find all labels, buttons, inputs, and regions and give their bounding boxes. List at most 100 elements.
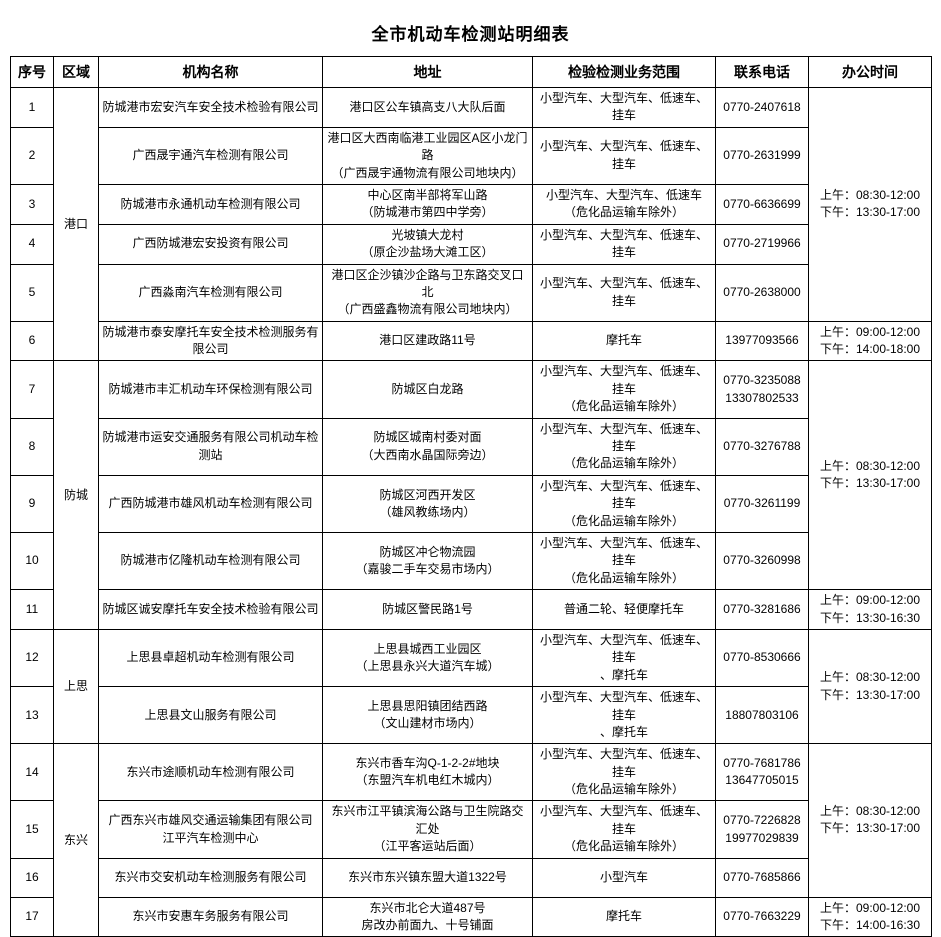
cell-org-name: 广西东兴市雄风交通运输集团有限公司 江平汽车检测中心	[98, 800, 323, 859]
cell-address: 东兴市香车沟Q-1-2-2#地块 （东盟汽车机电红木城内）	[322, 743, 533, 802]
cell-org-name: 防城区诚安摩托车安全技术检验有限公司	[98, 589, 323, 630]
cell-phone: 13977093566	[715, 320, 809, 362]
cell-scope: 小型汽车、大型汽车、低速车、挂车 （危化品运输车除外）	[532, 417, 716, 476]
cell-phone: 0770-3261199	[715, 474, 809, 533]
cell-address: 防城区河西开发区 （雄风教练场内）	[322, 474, 533, 533]
cell-serial: 8	[10, 417, 54, 476]
cell-scope: 小型汽车、大型汽车、低速车、挂车 、摩托车	[532, 628, 716, 688]
table-row: 2 广西晟宇通汽车检测有限公司 港口区大西南临港工业园区A区小龙门路 （广西晟宇通物…	[10, 126, 932, 185]
header-serial: 序号	[10, 56, 54, 88]
table-row: 9 广西防城港市雄风机动车检测有限公司 防城区河西开发区 （雄风教练场内） 小型汽车、…	[10, 474, 932, 533]
cell-org-name: 广西防城港市雄风机动车检测有限公司	[98, 474, 323, 533]
cell-serial: 6	[10, 320, 54, 362]
table-row: 1 港口 防城港市宏安汽车安全技术检验有限公司 港口区公车镇高支八大队后面 小型汽车、大…	[10, 86, 932, 362]
cell-address: 港口区企沙镇沙企路与卫东路交叉口北 （广西盛鑫物流有限公司地块内）	[322, 263, 533, 322]
cell-hours: 上午：08:30-12:00 下午：13:30-17:00	[808, 360, 932, 591]
cell-org-name: 防城港市宏安汽车安全技术检验有限公司	[98, 87, 323, 128]
table-row: 16 东兴市交安机动车检测服务有限公司 东兴市东兴镇东盟大道1322号 小型汽车 077…	[10, 857, 932, 898]
cell-region: 港口	[53, 86, 99, 362]
cell-org-name: 防城港市永通机动车检测有限公司	[98, 183, 323, 225]
cell-phone: 18807803106	[715, 686, 809, 745]
cell-scope: 小型汽车、大型汽车、低速车 （危化品运输车除外）	[532, 183, 716, 225]
header-org-name: 机构名称	[98, 56, 323, 88]
cell-serial: 4	[10, 223, 54, 265]
cell-address: 防城区警民路1号	[322, 589, 533, 630]
header-address: 地址	[322, 56, 533, 88]
cell-phone: 0770-3260998	[715, 531, 809, 591]
cell-serial: 1	[10, 87, 54, 128]
cell-phone: 0770-2407618	[715, 87, 809, 128]
cell-serial: 9	[10, 474, 54, 533]
cell-org-name: 东兴市途顺机动车检测有限公司	[98, 743, 323, 802]
cell-org-name: 防城港市亿隆机动车检测有限公司	[98, 531, 323, 591]
cell-scope: 摩托车	[532, 320, 716, 362]
header-region: 区域	[53, 56, 99, 88]
cell-phone: 0770-3281686	[715, 589, 809, 630]
cell-scope: 小型汽车、大型汽车、低速车、挂车 （危化品运输车除外）	[532, 531, 716, 591]
cell-org-name: 防城港市运安交通服务有限公司机动车检测站	[98, 417, 323, 476]
cell-serial: 15	[10, 800, 54, 859]
cell-address: 防城区城南村委对面 （大西南水晶国际旁边）	[322, 417, 533, 476]
cell-phone: 0770-3276788	[715, 417, 809, 476]
cell-region: 东兴	[53, 743, 99, 937]
cell-address: 防城区冲仑物流园 （嘉骏二手车交易市场内）	[322, 531, 533, 591]
cell-serial: 14	[10, 743, 54, 802]
cell-org-name: 上思县文山服务有限公司	[98, 686, 323, 745]
cell-address: 港口区公车镇高支八大队后面	[322, 87, 533, 128]
cell-hours: 上午：09:00-12:00 下午：14:00-18:00	[808, 320, 932, 362]
cell-phone: 0770-6636699	[715, 183, 809, 225]
cell-org-name: 广西防城港宏安投资有限公司	[98, 223, 323, 265]
cell-scope: 小型汽车、大型汽车、低速车、挂车 （危化品运输车除外）	[532, 360, 716, 419]
cell-scope: 小型汽车	[532, 857, 716, 898]
table-row: 6 防城港市泰安摩托车安全技术检测服务有限公司 港口区建政路11号 摩托车 139770…	[10, 320, 932, 362]
cell-address: 东兴市北仑大道487号 房改办前面九、十号铺面	[322, 896, 533, 937]
cell-serial: 13	[10, 686, 54, 745]
cell-org-name: 东兴市安惠车务服务有限公司	[98, 896, 323, 937]
cell-scope: 小型汽车、大型汽车、低速车、挂车	[532, 263, 716, 322]
cell-serial: 7	[10, 360, 54, 419]
cell-phone: 0770-7685866	[715, 857, 809, 898]
table-row: 10 防城港市亿隆机动车检测有限公司 防城区冲仑物流园 （嘉骏二手车交易市场内） 小型…	[10, 531, 932, 591]
header-scope: 检验检测业务范围	[532, 56, 716, 88]
cell-scope: 摩托车	[532, 896, 716, 937]
table-row: 14 东兴 东兴市途顺机动车检测有限公司 东兴市香车沟Q-1-2-2#地块 （东盟汽车…	[10, 743, 932, 937]
table-row: 7 防城 防城港市丰汇机动车环保检测有限公司 防城区白龙路 小型汽车、大型汽车、低速车、…	[10, 360, 932, 630]
cell-address: 光坡镇大龙村 （原企沙盐场大滩工区）	[322, 223, 533, 265]
cell-address: 防城区白龙路	[322, 360, 533, 419]
cell-address: 上思县思阳镇团结西路 （文山建材市场内）	[322, 686, 533, 745]
cell-scope: 普通二轮、轻便摩托车	[532, 589, 716, 630]
header-hours: 办公时间	[808, 56, 932, 88]
cell-scope: 小型汽车、大型汽车、低速车、挂车	[532, 87, 716, 128]
cell-scope: 小型汽车、大型汽车、低速车、挂车 、摩托车	[532, 686, 716, 745]
table-row: 11 防城区诚安摩托车安全技术检验有限公司 防城区警民路1号 普通二轮、轻便摩托车 07…	[10, 589, 932, 630]
cell-hours: 上午：09:00-12:00 下午：14:00-16:30	[808, 896, 932, 937]
page: 全市机动车检测站明细表 序号 区域 机构名称 地址 检验检测业务范围 联系电话 …	[10, 25, 932, 937]
cell-scope: 小型汽车、大型汽车、低速车、挂车 （危化品运输车除外）	[532, 800, 716, 859]
table-row: 15 广西东兴市雄风交通运输集团有限公司 江平汽车检测中心 东兴市江平镇滨海公路与卫…	[10, 800, 932, 859]
cell-hours: 上午：08:30-12:00 下午：13:30-17:00	[808, 743, 932, 898]
table-row: 13 上思县文山服务有限公司 上思县思阳镇团结西路 （文山建材市场内） 小型汽车、大型…	[10, 686, 932, 745]
cell-org-name: 广西晟宇通汽车检测有限公司	[98, 126, 323, 185]
table-row: 8 防城港市运安交通服务有限公司机动车检测站 防城区城南村委对面 （大西南水晶国际旁…	[10, 417, 932, 476]
cell-serial: 2	[10, 126, 54, 185]
stations-table: 序号 区域 机构名称 地址 检验检测业务范围 联系电话 办公时间 1 港口 防城港市…	[10, 56, 932, 937]
cell-region: 防城	[53, 360, 99, 630]
cell-phone: 0770-7663229	[715, 896, 809, 937]
table-row: 5 广西淼南汽车检测有限公司 港口区企沙镇沙企路与卫东路交叉口北 （广西盛鑫物流有限…	[10, 263, 932, 322]
cell-region: 上思	[53, 628, 99, 745]
cell-serial: 3	[10, 183, 54, 225]
header-phone: 联系电话	[715, 56, 809, 88]
cell-address: 东兴市江平镇滨海公路与卫生院路交汇处 （江平客运站后面）	[322, 800, 533, 859]
cell-scope: 小型汽车、大型汽车、低速车、挂车 （危化品运输车除外）	[532, 743, 716, 802]
table-row: 17 东兴市安惠车务服务有限公司 东兴市北仑大道487号 房改办前面九、十号铺面 摩托…	[10, 896, 932, 937]
cell-org-name: 广西淼南汽车检测有限公司	[98, 263, 323, 322]
cell-org-name: 防城港市丰汇机动车环保检测有限公司	[98, 360, 323, 419]
cell-org-name: 上思县卓超机动车检测有限公司	[98, 628, 323, 688]
cell-serial: 16	[10, 857, 54, 898]
table-row: 3 防城港市永通机动车检测有限公司 中心区南半部将军山路 （防城港市第四中学旁） 小型…	[10, 183, 932, 225]
cell-serial: 11	[10, 589, 54, 630]
cell-hours: 上午：08:30-12:00 下午：13:30-17:00	[808, 87, 932, 322]
cell-scope: 小型汽车、大型汽车、低速车、挂车 （危化品运输车除外）	[532, 474, 716, 533]
cell-serial: 5	[10, 263, 54, 322]
cell-address: 港口区大西南临港工业园区A区小龙门路 （广西晟宇通物流有限公司地块内）	[322, 126, 533, 185]
